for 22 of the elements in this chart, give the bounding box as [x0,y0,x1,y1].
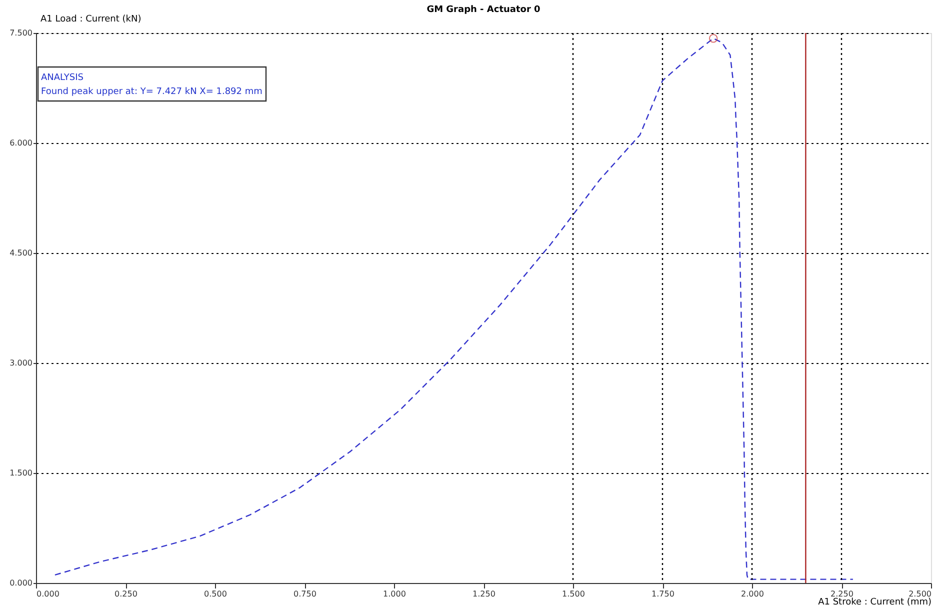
y-tick-label: 0.000 [10,578,32,588]
annotation: ANALYSIS [41,73,84,83]
x-tick-label: 1.500 [562,590,585,598]
x-tick-label: 0.250 [114,590,138,598]
annotation: Found peak upper at: Y= 7.427 kN X= 1.892 mm [41,87,262,97]
chart-title: GM Graph - Actuator 0 [426,5,540,15]
x-axis-title: A1 Stroke : Current (mm) [818,598,932,608]
x-tick-label: 1.750 [652,590,674,598]
x-tick-label: 2.250 [830,590,854,598]
x-tick-label: 0.750 [294,590,316,598]
x-tick-label: 1.000 [383,590,406,598]
x-tick-label: 2.500 [908,590,932,598]
x-tick-label: 0.500 [204,590,227,598]
x-tick-label: 2.000 [741,590,764,598]
y-tick-label: 6.000 [10,138,32,148]
y-tick-label: 3.000 [10,358,32,368]
y-tick-label: 7.500 [10,28,32,38]
y-axis-title: A1 Load : Current (kN) [40,14,142,24]
x-tick-label: 0.000 [36,590,60,598]
y-tick-label: 1.500 [10,468,32,478]
y-tick-label: 4.500 [10,248,32,258]
x-tick-label: 1.250 [472,590,496,598]
